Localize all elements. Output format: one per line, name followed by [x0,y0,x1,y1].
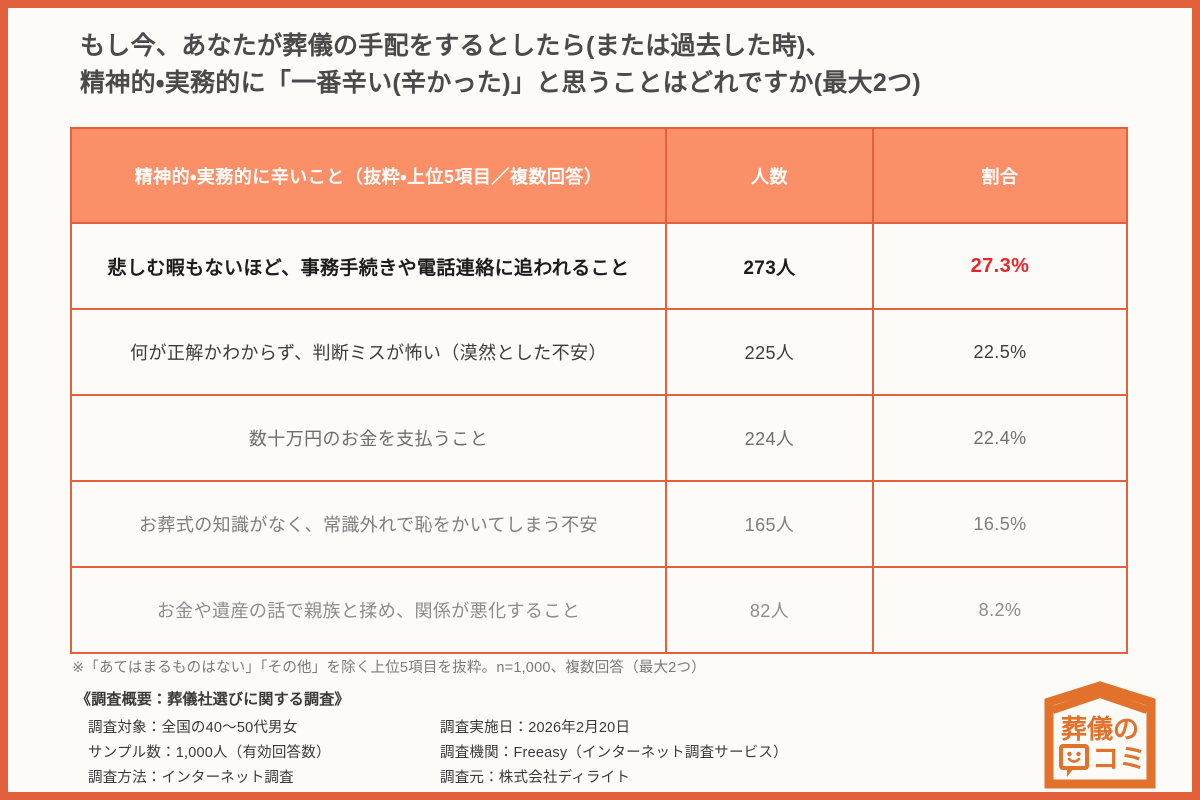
row-percent-value: 16.5% [872,480,1128,568]
survey-provider: 調査元：株式会社ディライト [440,769,631,786]
table-row: 数十万円のお金を支払うこと 224人 22.4% [70,394,1128,482]
table-footnote: ※「あてはまるものはない」「その他」を除く上位5項目を抜粋。n=1,000、複数… [72,660,706,676]
brand-logo-line-1: 葬儀の [1061,714,1139,744]
row-percent-value: 27.3% [872,222,1128,310]
row-percent-value: 22.5% [872,308,1128,396]
survey-overview-left-column: 調査対象：全国の40〜50代男女 サンプル数：1,000人（有効回答数） 調査方… [88,716,331,791]
row-count-value: 165人 [665,480,874,568]
row-item-label: お金や遺産の話で親族と揉め、関係が悪化すること [70,566,667,654]
row-count-value: 224人 [665,394,874,482]
row-count-value: 273人 [665,222,874,310]
row-percent-value: 22.4% [872,394,1128,482]
results-table: 精神的・実務的に辛いこと（抜粋・上位5項目／複数回答） 人数 割合 悲しむ暇もな… [70,127,1128,654]
survey-target: 調査対象：全国の40〜50代男女 [88,720,298,736]
column-header-count: 人数 [665,127,874,224]
row-item-label: お葬式の知識がなく、常識外れで恥をかいてしまう不安 [70,480,667,568]
page-title-line-2: 精神的・実務的に「一番辛い(辛かった)」と思うことはどれですか(最大2つ) [80,69,922,97]
survey-method: 調査方法：インターネット調査 [88,769,294,786]
column-header-percent: 割合 [872,127,1128,224]
row-item-label: 何が正解かわからず、判断ミスが怖い（漠然とした不安） [70,308,667,396]
poster-page: もし今、あなたが葬儀の手配をするとしたら(または過去した時)、 精神的・実務的に… [8,8,1192,792]
brand-logo: 葬儀の コミ [1041,680,1159,792]
page-title: もし今、あなたが葬儀の手配をするとしたら(または過去した時)、 精神的・実務的に… [80,28,1140,102]
table-header-row: 精神的・実務的に辛いこと（抜粋・上位5項目／複数回答） 人数 割合 [70,127,1128,224]
row-item-label: 数十万円のお金を支払うこと [70,394,667,482]
survey-overview-right-column: 調査実施日：2026年2月20日 調査機関：Freeasy（インターネット調査サ… [440,716,788,791]
survey-overview-heading: 《調査概要：葬儀社選びに関する調査》 [76,691,350,708]
brand-logo-icon: 葬儀の コミ [1044,681,1156,789]
table-row: 何が正解かわからず、判断ミスが怖い（漠然とした不安） 225人 22.5% [70,308,1128,396]
survey-date: 調査実施日：2026年2月20日 [440,720,631,736]
brand-logo-line-2: コミ [1092,744,1146,774]
row-item-label: 悲しむ暇もないほど、事務手続きや電話連絡に追われること [70,222,667,310]
table-row: 悲しむ暇もないほど、事務手続きや電話連絡に追われること 273人 27.3% [70,222,1128,310]
survey-agency: 調査機関：Freeasy（インターネット調査サービス） [440,744,788,761]
page-title-line-1: もし今、あなたが葬儀の手配をするとしたら(または過去した時)、 [80,32,831,60]
column-header-item: 精神的・実務的に辛いこと（抜粋・上位5項目／複数回答） [70,127,667,224]
table-row: お葬式の知識がなく、常識外れで恥をかいてしまう不安 165人 16.5% [70,480,1128,568]
row-count-value: 225人 [665,308,874,396]
table-row: お金や遺産の話で親族と揉め、関係が悪化すること 82人 8.2% [70,566,1128,654]
row-count-value: 82人 [665,566,874,654]
survey-sample-size: サンプル数：1,000人（有効回答数） [88,744,331,761]
row-percent-value: 8.2% [872,566,1128,654]
